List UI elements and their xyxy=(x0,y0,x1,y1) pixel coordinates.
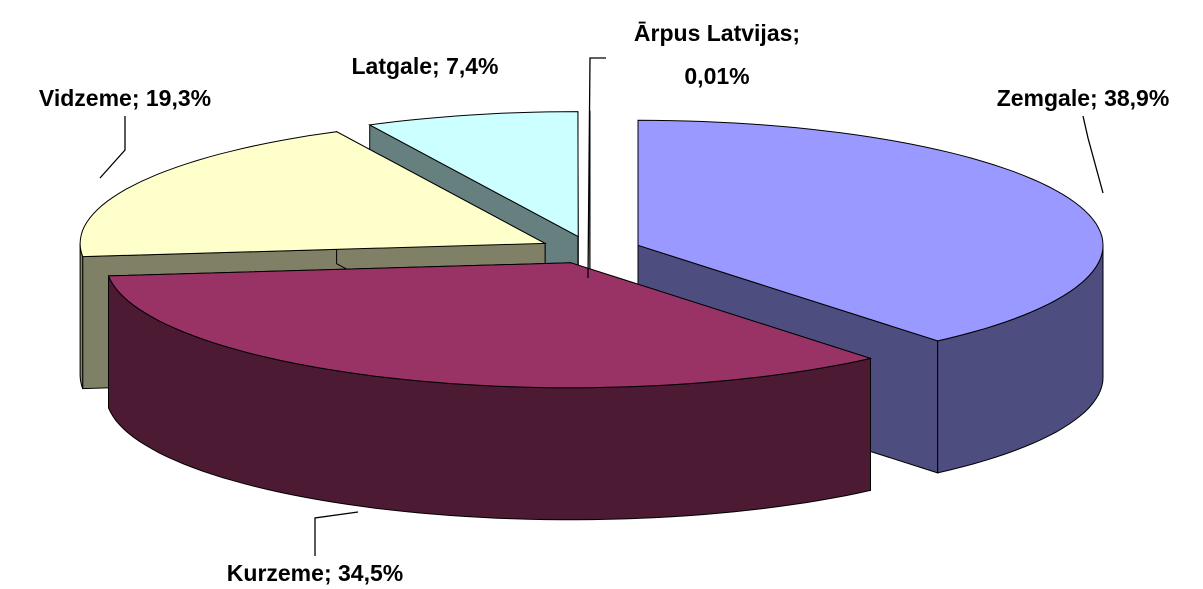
slice-top xyxy=(637,119,1104,342)
slice-top xyxy=(107,262,873,389)
slice-outer-wall xyxy=(79,243,84,389)
slice-top xyxy=(79,131,547,258)
value-label: 19,3% xyxy=(146,85,211,111)
category-name: Kurzeme xyxy=(227,560,324,586)
separator: ; xyxy=(324,560,338,586)
leader-line xyxy=(314,511,359,556)
data-label: Vidzeme; 19,3% xyxy=(39,85,211,111)
category-name: Vidzeme xyxy=(39,85,132,111)
leader-line xyxy=(1082,115,1104,194)
value-label: 38,9% xyxy=(1104,85,1169,111)
leader-line xyxy=(587,57,606,279)
category-name: Ārpus Latvijas xyxy=(634,20,793,46)
slice-top xyxy=(368,111,579,238)
data-label: Kurzeme; 34,5% xyxy=(227,560,403,586)
category-name: Latgale xyxy=(351,53,432,79)
value-label: 34,5% xyxy=(338,560,403,586)
separator: ; xyxy=(1090,85,1104,111)
separator: ; xyxy=(132,85,146,111)
data-label: Latgale; 7,4% xyxy=(351,53,498,79)
slice xyxy=(107,262,873,521)
separator: ; xyxy=(792,20,800,46)
value-label: 7,4% xyxy=(446,53,498,79)
separator: ; xyxy=(432,53,446,79)
data-label: Ārpus Latvijas; 0,01% xyxy=(634,20,800,89)
category-name: Zemgale xyxy=(997,85,1090,111)
leader-line xyxy=(99,116,126,179)
value-label: 0,01% xyxy=(684,63,749,89)
data-label: Zemgale; 38,9% xyxy=(997,85,1170,111)
